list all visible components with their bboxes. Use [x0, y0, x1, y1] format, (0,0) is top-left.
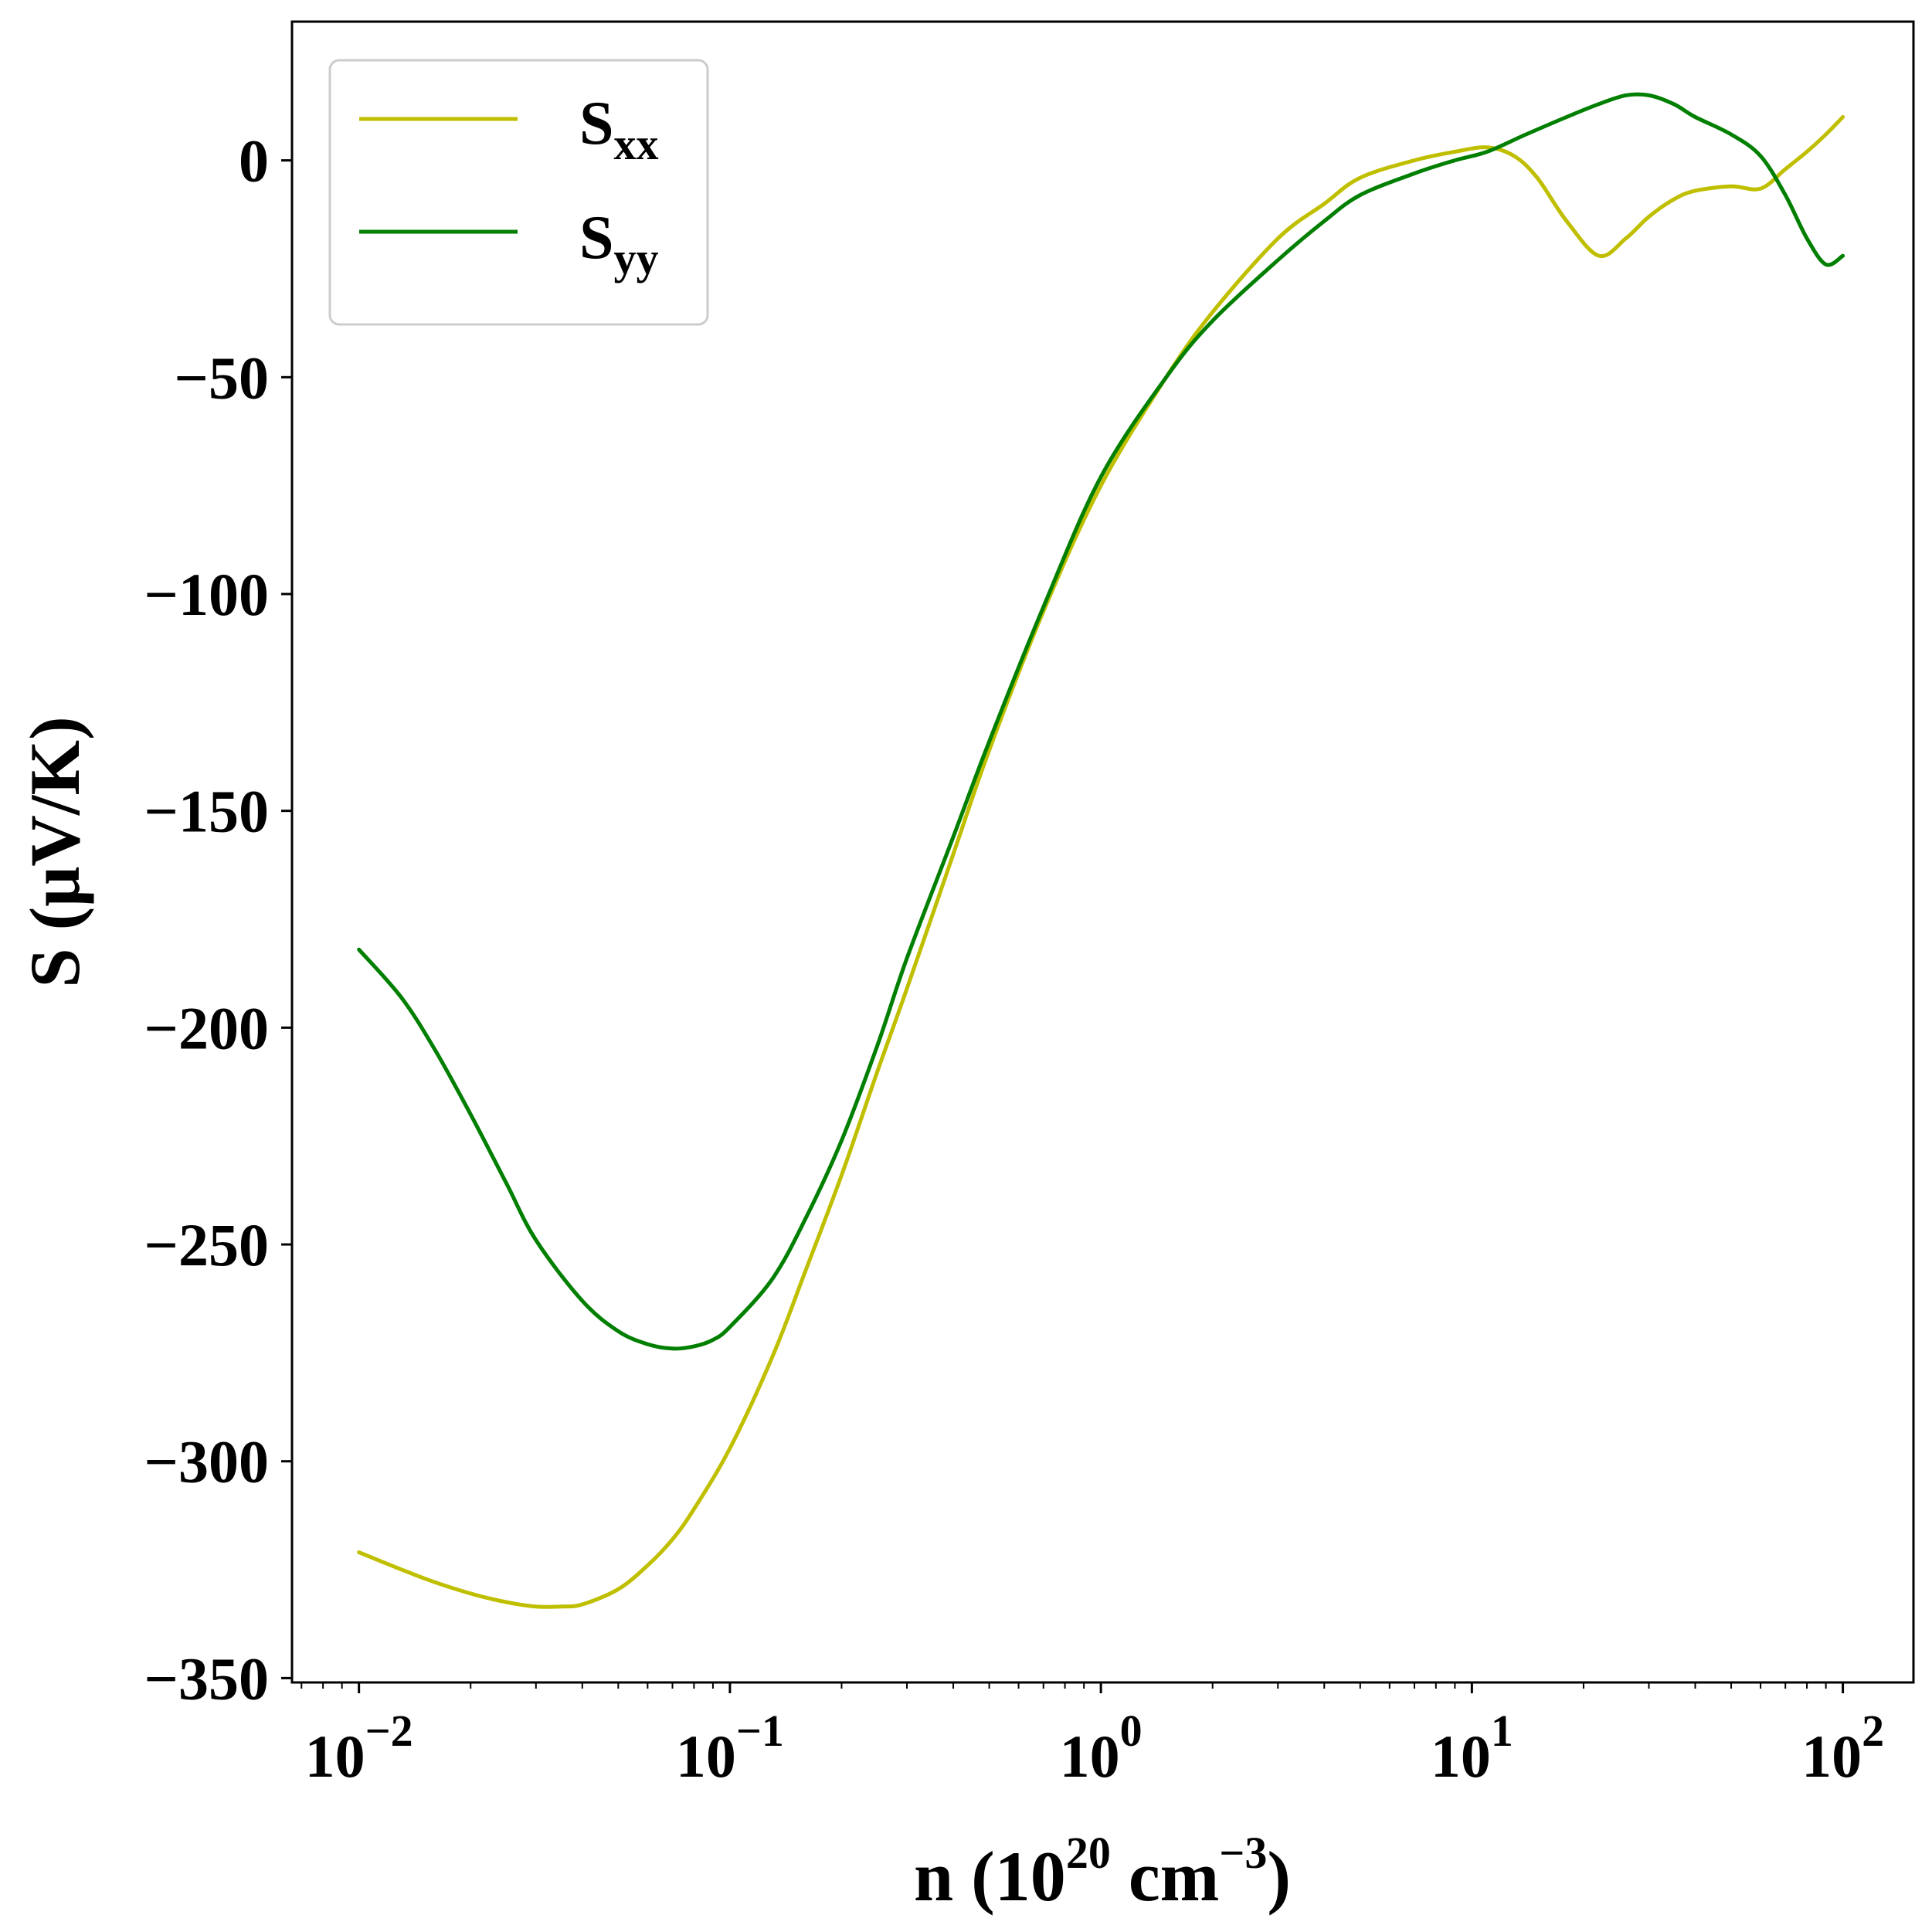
x-tick-label-exponent: 1 [1491, 1706, 1513, 1756]
legend-label-sxx-main: S [579, 90, 614, 158]
y-tick-label: −150 [144, 778, 269, 845]
y-tick-label: −50 [175, 344, 269, 411]
x-tick-label-base: 10 [1801, 1723, 1862, 1790]
x-tick-label-base: 10 [676, 1723, 736, 1790]
legend-label-syy-sub: yy [614, 233, 659, 283]
x-tick-label: 102 [1801, 1706, 1884, 1790]
series-lines [357, 92, 1845, 1609]
legend-label-sxx: Sxx [579, 90, 659, 169]
x-axis-label-post: ) [1267, 1837, 1291, 1916]
x-axis-label-pre: n (10 [914, 1837, 1066, 1916]
x-axis-label-exp2: −3 [1219, 1828, 1267, 1878]
y-tick-label: −250 [144, 1211, 269, 1278]
series-line-syy [357, 92, 1845, 1351]
y-tick-label: −350 [144, 1645, 269, 1712]
legend-box [328, 59, 709, 326]
x-tick-label: 100 [1060, 1706, 1143, 1790]
x-axis-ticks: 10−2 10−1 100 101 102 [300, 1682, 1884, 1790]
x-tick-label-base: 10 [1060, 1723, 1120, 1790]
x-tick-label-exponent: 2 [1862, 1706, 1884, 1756]
legend-label-syy-main: S [579, 204, 614, 272]
x-tick-label-exponent: −2 [365, 1706, 413, 1756]
legend-label-syy: Syy [579, 204, 659, 283]
x-tick-label-exponent: 0 [1120, 1706, 1143, 1756]
legend: Sxx Syy [328, 59, 709, 326]
y-axis-label: S (μV/K) [15, 716, 94, 987]
x-tick-label-base: 10 [1431, 1723, 1491, 1790]
y-tick-label: −100 [144, 561, 269, 628]
y-axis-ticks: 0 −50 −100 −150 −200 −250 −300 −350 [144, 127, 292, 1712]
plot-frame [290, 20, 1915, 1684]
x-tick-label: 10−1 [676, 1706, 784, 1790]
x-tick-label-base: 10 [305, 1723, 365, 1790]
x-axis-label-exp1: 20 [1066, 1828, 1111, 1878]
legend-label-sxx-sub: xx [614, 119, 659, 169]
y-tick-label: −200 [144, 994, 269, 1061]
x-axis-label-mid: cm [1111, 1837, 1219, 1916]
x-tick-label: 101 [1431, 1706, 1513, 1790]
y-tick-label: −300 [144, 1428, 269, 1496]
x-axis-label: n (1020 cm−3) [914, 1828, 1291, 1916]
x-tick-label: 10−2 [305, 1706, 413, 1790]
series-line-sxx [357, 115, 1845, 1609]
y-tick-label: 0 [239, 127, 269, 195]
x-tick-label-exponent: −1 [736, 1706, 784, 1756]
